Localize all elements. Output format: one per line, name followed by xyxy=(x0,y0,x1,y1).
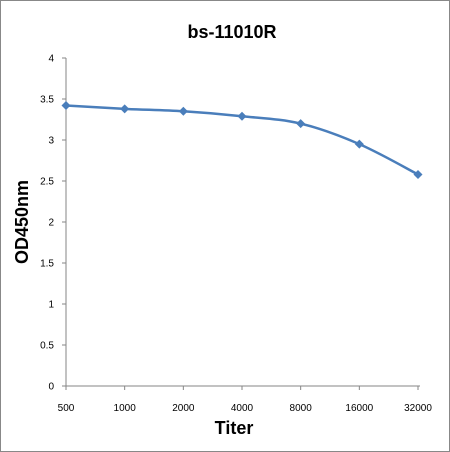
series-group xyxy=(61,101,423,179)
x-tick-label: 4000 xyxy=(231,403,254,414)
data-point-marker xyxy=(120,104,130,114)
x-tick-label: 16000 xyxy=(345,403,373,414)
data-point-marker xyxy=(61,101,71,111)
x-axis-title: Titer xyxy=(215,418,254,438)
y-tick-label: 3 xyxy=(48,136,54,147)
y-tick-label: 4 xyxy=(48,54,54,65)
y-tick-label: 1 xyxy=(48,300,54,311)
y-tick-label: 1.5 xyxy=(40,259,54,270)
data-point-marker xyxy=(354,139,364,149)
x-tick-label: 2000 xyxy=(172,403,195,414)
chart-title: bs-11010R xyxy=(187,22,276,42)
y-tick-label: 3.5 xyxy=(40,95,54,106)
y-tick-label: 2.5 xyxy=(40,177,54,188)
data-point-marker xyxy=(237,111,247,121)
x-tick-label: 32000 xyxy=(404,403,432,414)
data-point-marker xyxy=(296,119,306,129)
x-tick-label: 8000 xyxy=(290,403,313,414)
x-tick-label: 1000 xyxy=(114,403,137,414)
y-axis-ticks: 0 0.5 1 1.5 2 2.5 3 3.5 4 xyxy=(40,54,66,393)
data-point-marker xyxy=(178,106,188,116)
y-tick-label: 2 xyxy=(48,218,54,229)
y-tick-label: 0.5 xyxy=(40,341,54,352)
x-tick-label: 500 xyxy=(58,403,75,414)
y-axis-title: OD450nm xyxy=(12,180,32,264)
data-point-marker xyxy=(413,169,423,179)
x-axis-ticks: 500 1000 2000 4000 8000 16000 32000 xyxy=(58,386,432,414)
y-tick-label: 0 xyxy=(48,382,54,393)
